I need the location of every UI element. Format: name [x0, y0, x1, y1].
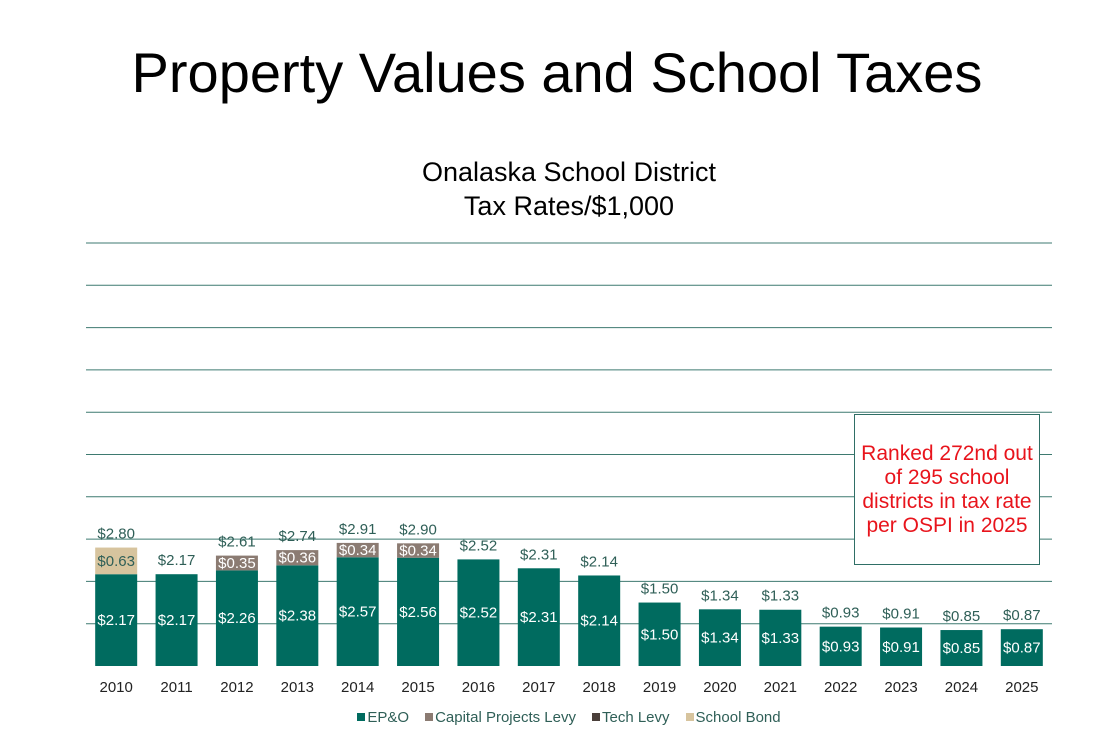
- bar-segment: [940, 630, 983, 666]
- bar-segment: [215, 555, 258, 571]
- total-label: $2.74: [279, 528, 317, 545]
- chart-title-line2: Tax Rates/$1,000: [463, 191, 675, 221]
- segment-label: $2.31: [520, 609, 558, 626]
- x-tick-label: 2020: [703, 679, 736, 696]
- total-label: $0.93: [822, 605, 860, 622]
- total-label: $2.80: [97, 526, 135, 543]
- legend-label: Tech Levy: [601, 709, 670, 726]
- x-tick-label: 2011: [160, 679, 192, 696]
- legend-item: Capital Projects Levy: [425, 709, 576, 726]
- x-tick-label: 2024: [945, 679, 978, 696]
- segment-label: $1.33: [762, 630, 800, 647]
- x-tick-label: 2014: [341, 679, 374, 696]
- legend-item: School Bond: [685, 709, 781, 726]
- bar-segment: [215, 570, 258, 666]
- segment-label: $0.87: [1003, 640, 1041, 657]
- bar-segment: [457, 559, 500, 666]
- bar-segment: [397, 543, 440, 558]
- legend-label: EP&O: [367, 709, 410, 726]
- total-label: $1.50: [641, 581, 679, 598]
- bar-segment: [95, 574, 138, 666]
- total-label: $0.91: [882, 606, 920, 623]
- legend-item: Tech Levy: [591, 709, 670, 726]
- ranking-note-text: Ranked 272nd out of 295 school districts…: [861, 441, 1033, 537]
- total-label: $1.33: [762, 588, 800, 605]
- bar-segment: [276, 565, 319, 666]
- x-tick-label: 2015: [401, 679, 434, 696]
- segment-label: $1.50: [641, 626, 679, 643]
- x-tick-label: 2019: [643, 679, 676, 696]
- x-tick-label: 2016: [462, 679, 495, 696]
- segment-label: $2.17: [158, 612, 196, 629]
- total-label: $0.85: [943, 608, 981, 625]
- segment-label: $2.52: [460, 605, 498, 622]
- bar-segment: [819, 626, 862, 666]
- segment-label: $0.85: [943, 640, 981, 657]
- total-label: $2.31: [520, 546, 558, 563]
- segment-label: $2.56: [399, 604, 437, 621]
- x-tick-label: 2010: [100, 679, 133, 696]
- bar-segment: [95, 547, 138, 575]
- ranking-note-box: Ranked 272nd out of 295 school districts…: [854, 414, 1040, 565]
- total-label: $1.34: [701, 587, 739, 604]
- bar-segment: [638, 602, 681, 666]
- bar-segment: [880, 627, 923, 666]
- bar-segment: [155, 574, 198, 666]
- legend-label: Capital Projects Levy: [435, 709, 576, 726]
- bar-segment: [336, 557, 379, 666]
- legend-swatch: [425, 713, 434, 721]
- chart-title-line1: Onalaska School District: [421, 157, 717, 187]
- segment-label: $0.63: [97, 553, 135, 570]
- legend: EP&O Capital Projects Levy Tech Levy School…: [0, 709, 1114, 726]
- segment-label: $0.35: [218, 555, 256, 572]
- total-label: $0.87: [1003, 607, 1041, 624]
- segment-label: $0.34: [399, 543, 437, 560]
- x-tick-label: 2023: [884, 679, 917, 696]
- total-label: $2.52: [460, 537, 498, 554]
- segment-label: $2.26: [218, 610, 256, 627]
- total-label: $2.61: [218, 534, 256, 551]
- x-tick-label: 2012: [220, 679, 253, 696]
- x-tick-label: 2017: [522, 679, 555, 696]
- bar-segment: [517, 568, 560, 666]
- legend-label: School Bond: [695, 709, 781, 726]
- x-tick-label: 2018: [583, 679, 616, 696]
- x-tick-label: 2013: [281, 679, 314, 696]
- bar-segment: [397, 557, 440, 666]
- total-label: $2.14: [580, 553, 618, 570]
- segment-label: $0.91: [882, 639, 920, 656]
- segment-label: $0.93: [822, 638, 860, 655]
- legend-swatch: [685, 713, 694, 721]
- bar-segment: [276, 550, 319, 566]
- x-tick-label: 2021: [764, 679, 797, 696]
- segment-label: $1.34: [701, 630, 739, 647]
- x-tick-label: 2025: [1005, 679, 1038, 696]
- segment-label: $2.57: [339, 604, 377, 621]
- segment-label: $2.14: [580, 613, 618, 630]
- segment-label: $0.36: [279, 550, 317, 567]
- segment-label: $2.38: [279, 608, 317, 625]
- total-label: $2.17: [158, 552, 196, 569]
- bar-segment: [1000, 629, 1043, 666]
- page-title: Property Values and School Taxes: [131, 41, 983, 104]
- total-label: $2.91: [339, 521, 377, 538]
- bar-segment: [336, 542, 379, 558]
- legend-swatch: [591, 713, 600, 721]
- segment-label: $2.17: [97, 612, 135, 629]
- bar-segment: [759, 609, 802, 666]
- bar-segment: [698, 609, 741, 666]
- legend-item: EP&O: [357, 709, 409, 726]
- segment-label: $0.34: [339, 542, 377, 559]
- bar-segment: [578, 575, 621, 666]
- x-tick-label: 2022: [824, 679, 857, 696]
- total-label: $2.90: [399, 521, 437, 538]
- legend-swatch: [357, 713, 366, 721]
